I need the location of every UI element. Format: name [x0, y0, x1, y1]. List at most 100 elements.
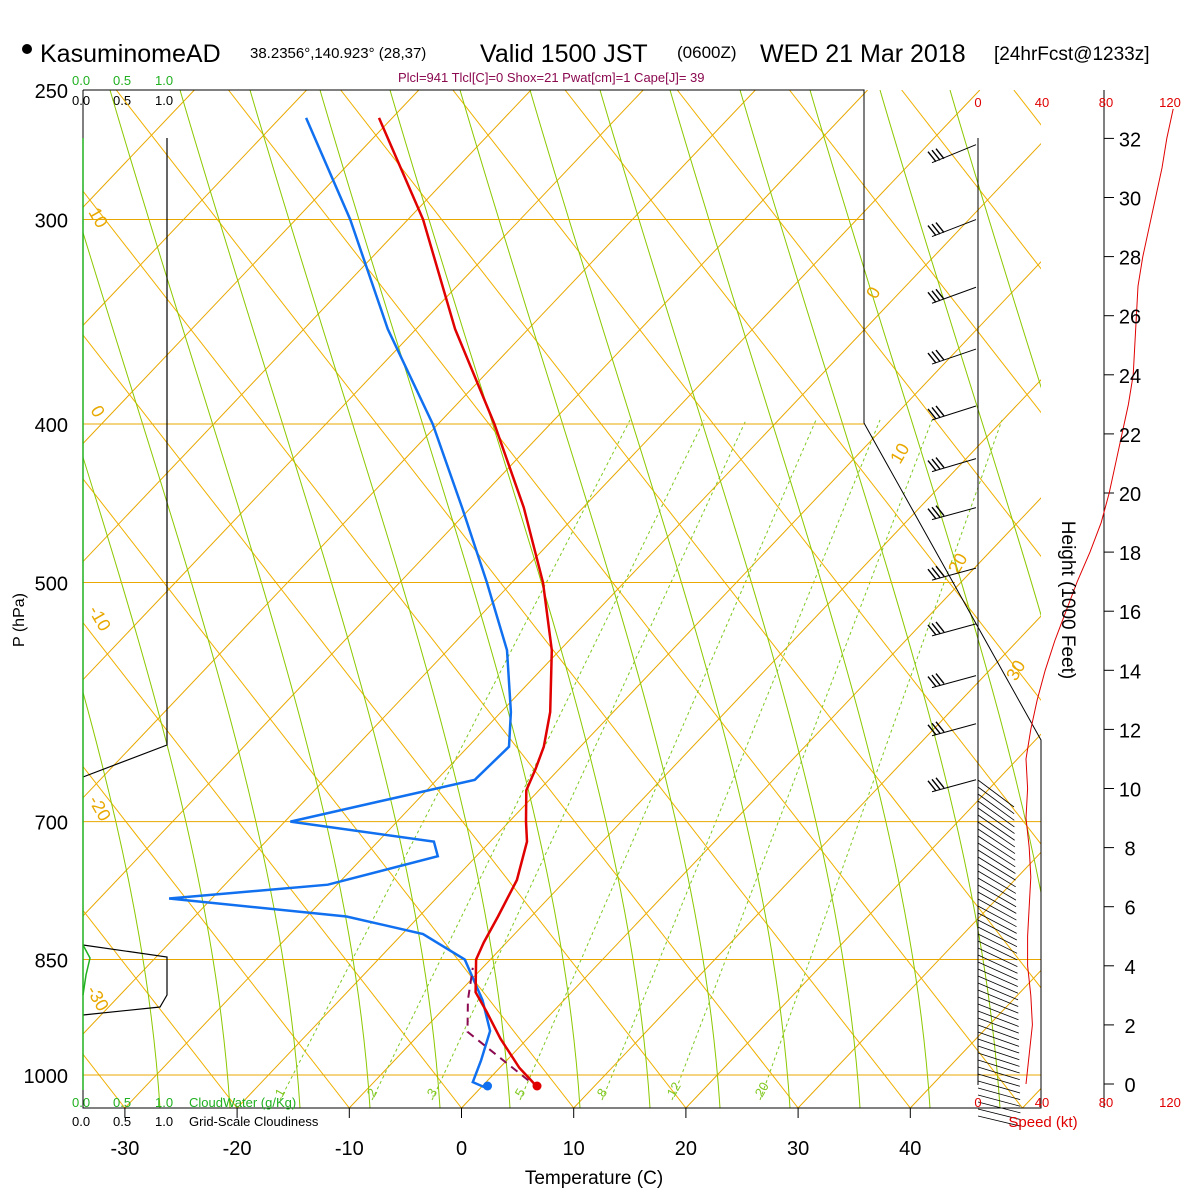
mixing-ratio-line [601, 419, 881, 1101]
isotherm-label: 10 [85, 204, 112, 231]
isotherm-label: -10 [85, 602, 115, 635]
wind-barb-low [977, 856, 1016, 881]
wind-barb-low [977, 961, 1018, 981]
moist-adiabat-line [389, 90, 651, 1108]
wind-barb-low [977, 919, 1017, 941]
wind-barb-low [977, 996, 1019, 1014]
cloud-water-label: CloudWater (g/Kg) [189, 1095, 296, 1110]
wind-barb-flag [935, 721, 945, 733]
height-tick-label: 0 [1124, 1075, 1135, 1097]
wind-barb-low [977, 1066, 1020, 1081]
speed-tick-top: 0 [974, 95, 981, 110]
wind-barb-flag [931, 407, 941, 418]
moist-adiabat-line [599, 90, 861, 1108]
isotherm-line [797, 851, 1041, 1108]
valid-time-z: (0600Z) [677, 43, 737, 62]
isotherm-line [83, 90, 195, 208]
speed-tick-bottom: 40 [1035, 1095, 1049, 1110]
isotherm-line [83, 90, 756, 799]
wind-barb-flag [935, 565, 945, 577]
mixing-ratio-line [671, 419, 933, 1101]
wind-barb-low [977, 1115, 1021, 1127]
mixing-ratio-line [759, 419, 1003, 1101]
wind-barb-staff [931, 567, 977, 581]
wind-barb-low [977, 905, 1017, 928]
pressure-tick-label: 300 [35, 211, 68, 233]
dry-adiabat-line [789, 90, 1041, 414]
wind-barb-low [977, 947, 1018, 967]
wind-barb-low [977, 779, 1015, 808]
wind-barb-low [977, 1024, 1020, 1041]
cloud-panel [82, 138, 168, 1090]
cloud-tick-top-green-0: 0.0 [72, 73, 90, 88]
wind-barb-low [977, 870, 1017, 894]
speed-tick-top: 80 [1099, 95, 1113, 110]
surface-dewpoint-dot [483, 1081, 493, 1091]
station-coords: 38.2356°,140.923° (28,37) [250, 45, 426, 62]
wind-barb-flag [927, 568, 937, 580]
height-tick-label: 4 [1124, 957, 1135, 979]
profiles [168, 117, 554, 1091]
pressure-tick-label: 700 [35, 813, 68, 835]
pressure-tick-label: 850 [35, 951, 68, 973]
wind-barb-flag [931, 458, 941, 470]
x-axis-title: Temperature (C) [525, 1168, 663, 1189]
wind-barb-low [977, 898, 1017, 921]
height-tick-label: 6 [1124, 898, 1135, 920]
dry-adiabat-line [83, 478, 575, 1108]
temperature-tick-label: -20 [223, 1138, 252, 1160]
temperature-tick-label: 0 [456, 1138, 467, 1160]
cloudiness-tick-1: 0.5 [113, 1114, 131, 1129]
height-tick-label: 18 [1119, 543, 1141, 565]
wind-barb-low [977, 1059, 1020, 1074]
dry-adiabat-line [83, 765, 350, 1108]
dry-adiabat-line [901, 90, 1041, 270]
dry-adiabat-line [676, 90, 1041, 558]
wind-barb-flag [927, 780, 937, 792]
pressure-tick-label: 400 [35, 415, 68, 437]
wind-barb-low [977, 884, 1017, 908]
wind-barb-staff [931, 219, 977, 238]
isotherm-line [1022, 1087, 1041, 1108]
stability-indices: Plcl=941 Tlcl[C]=0 Shox=21 Pwat[cm]=1 Ca… [398, 70, 705, 85]
wind-barb-flag [931, 290, 941, 302]
cloudiness-tick-0: 0.0 [72, 1114, 90, 1129]
mixing-ratio-line [519, 419, 817, 1101]
isotherm-label: 0 [862, 283, 884, 302]
mixing-ratio-line [279, 419, 631, 1101]
wind-barb-low [977, 975, 1019, 994]
wind-barb-low [977, 1080, 1021, 1094]
isotherm-line [685, 733, 1041, 1108]
moist-adiabat-line [879, 90, 1041, 617]
wind-barb-low [977, 912, 1017, 934]
station-dot-icon [22, 44, 32, 54]
wind-barb-flag [931, 149, 941, 161]
temperature-line [377, 117, 554, 1090]
wind-barb-flag [927, 724, 937, 736]
wind-barb-low [977, 807, 1015, 834]
cloud-tick-top-black-0: 0.0 [72, 93, 90, 108]
wind-barb-low [977, 1108, 1021, 1120]
dry-adiabat-line [115, 90, 911, 1108]
isotherm-label: -30 [83, 982, 113, 1015]
height-tick-label: 10 [1119, 780, 1141, 802]
cloud-tick-bottom-green-0: 0.0 [72, 1095, 90, 1110]
cloud-tick-top-black-2: 1.0 [155, 93, 173, 108]
wind-barb-flag [927, 676, 937, 688]
wind-barb-low [977, 926, 1018, 948]
isotherm-line [83, 90, 644, 681]
wind-barb-flag [931, 778, 941, 790]
wind-barb-low [977, 940, 1018, 961]
wind-barb-flag [931, 567, 941, 579]
wind-barb-low [977, 1094, 1021, 1107]
wind-barb-flag [927, 624, 937, 636]
cloud-tick-top-green-1: 0.5 [113, 73, 131, 88]
height-tick-label: 26 [1119, 307, 1141, 329]
dry-adiabat-line [228, 90, 1023, 1108]
dry-adiabat-line [452, 90, 1041, 845]
wind-panel [927, 108, 1174, 1127]
wind-barb-staff [931, 507, 977, 521]
height-tick-label: 20 [1119, 484, 1141, 506]
wind-barb-staff [931, 723, 977, 737]
isotherm-line [83, 90, 868, 917]
